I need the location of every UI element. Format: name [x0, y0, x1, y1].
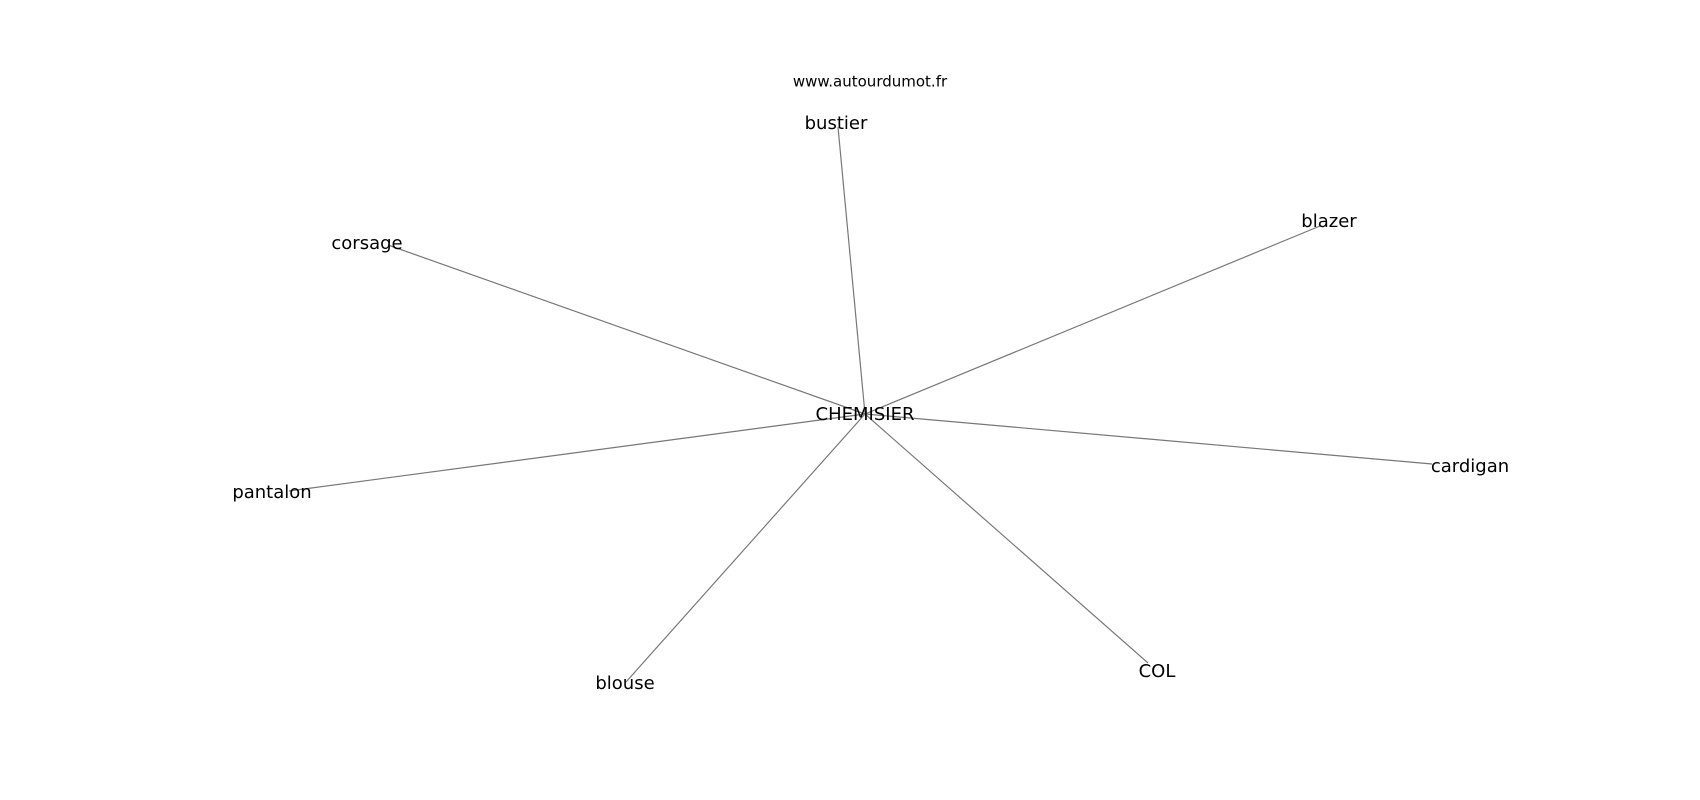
edge-pantalon — [288, 413, 866, 492]
edge-cardigan — [864, 413, 1433, 465]
edge-col — [864, 413, 1149, 664]
node-label-cardigan[interactable]: cardigan — [1431, 456, 1509, 477]
edge-blouse — [625, 413, 866, 683]
node-label-blazer[interactable]: blazer — [1301, 211, 1357, 232]
edge-blazer — [864, 225, 1321, 415]
node-label-col[interactable]: COL — [1139, 661, 1176, 682]
node-label-blouse[interactable]: blouse — [595, 673, 654, 694]
source-watermark: www.autourdumot.fr — [793, 73, 948, 91]
node-label-corsage[interactable]: corsage — [331, 233, 402, 254]
node-label-pantalon[interactable]: pantalon — [232, 482, 311, 503]
node-label-bustier[interactable]: bustier — [805, 113, 868, 134]
edge-corsage — [387, 244, 866, 415]
center-node-label[interactable]: CHEMISIER — [816, 404, 915, 425]
edge-bustier — [837, 126, 866, 415]
